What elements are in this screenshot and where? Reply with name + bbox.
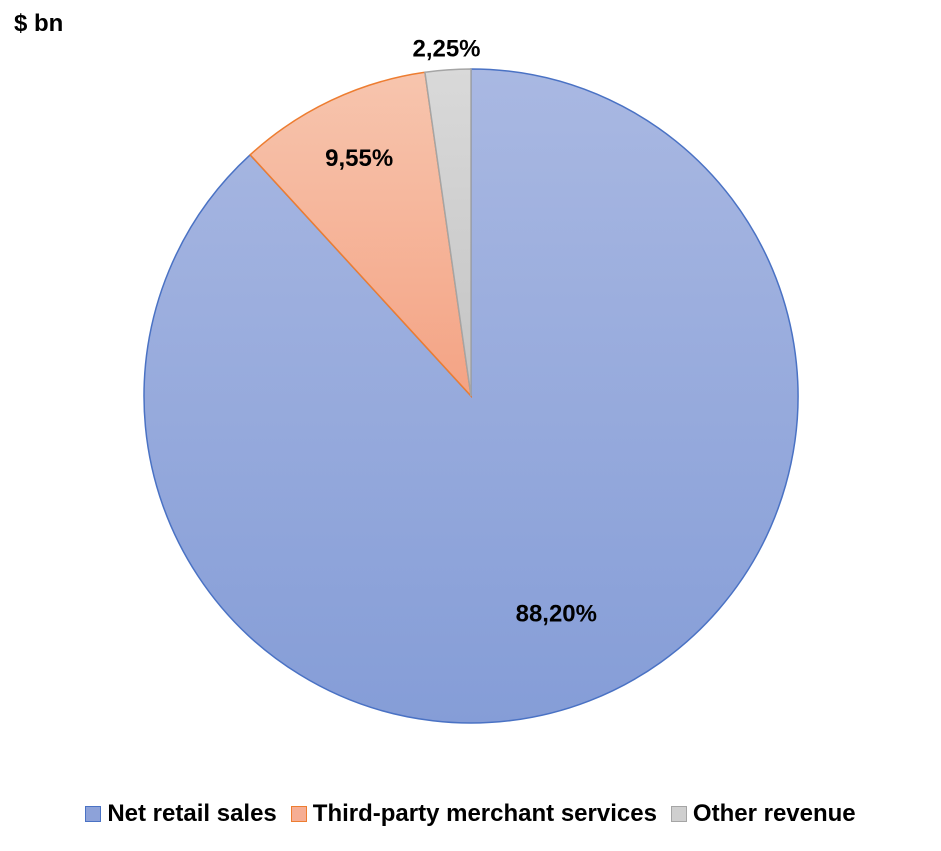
legend-item-third-party-merchant-services: Third-party merchant services [290, 800, 657, 828]
legend-label-other-revenue: Other revenue [692, 800, 856, 827]
data-label-third-party-merchant-services: 9,55% [325, 145, 393, 172]
legend-label-third-party-merchant-services: Third-party merchant services [312, 800, 657, 827]
legend-label-net-retail-sales: Net retail sales [107, 800, 277, 827]
unit-label: $ bn [14, 10, 64, 37]
data-label-net-retail-sales: 88,20% [516, 601, 597, 628]
legend-swatch-other-revenue [670, 806, 687, 822]
legend-swatch-net-retail-sales [85, 806, 102, 822]
legend-item-other-revenue: Other revenue [670, 800, 856, 828]
pie-slice-other-revenue [424, 68, 472, 397]
legend: Net retail sales Third-party merchant ser… [0, 800, 941, 828]
pie-slice-net-retail-sales [143, 68, 799, 724]
pie-slice-third-party-merchant-services [249, 71, 473, 399]
legend-item-net-retail-sales: Net retail sales [85, 800, 277, 828]
pie-chart: 88,20% 9,55% 2,25% [143, 36, 799, 724]
data-label-other-revenue: 2,25% [412, 36, 480, 63]
legend-swatch-third-party-merchant-services [290, 806, 307, 822]
